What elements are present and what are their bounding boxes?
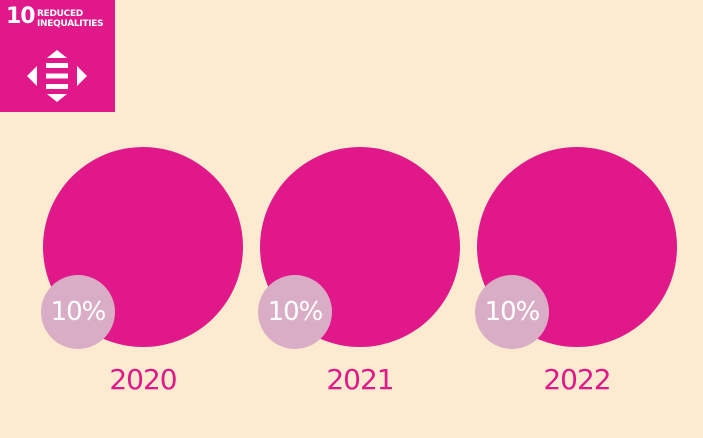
year-group-2021: 10% 2021 xyxy=(258,147,460,417)
year-label: 2022 xyxy=(543,363,611,396)
year-label: 2020 xyxy=(109,363,177,396)
equality-arrows-icon xyxy=(27,50,87,102)
year-group-2020: 10% 2020 xyxy=(41,147,243,417)
sdg-10-badge: 10 REDUCED INEQUALITIES xyxy=(0,0,115,112)
percent-badge: 10% xyxy=(41,275,115,349)
percent-badge: 10% xyxy=(258,275,332,349)
year-group-2022: 10% 2022 xyxy=(475,147,677,417)
year-label: 2021 xyxy=(326,363,394,396)
badge-title: REDUCED INEQUALITIES xyxy=(37,9,104,29)
percent-badge: 10% xyxy=(475,275,549,349)
badge-number: 10 xyxy=(6,4,36,29)
